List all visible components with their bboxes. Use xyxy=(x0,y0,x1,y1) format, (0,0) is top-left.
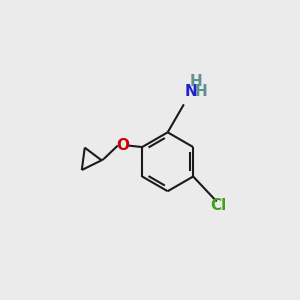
Text: H: H xyxy=(190,74,202,89)
Text: Cl: Cl xyxy=(210,198,226,213)
Text: N: N xyxy=(185,84,198,99)
Text: O: O xyxy=(116,138,130,153)
Text: H: H xyxy=(194,85,207,100)
